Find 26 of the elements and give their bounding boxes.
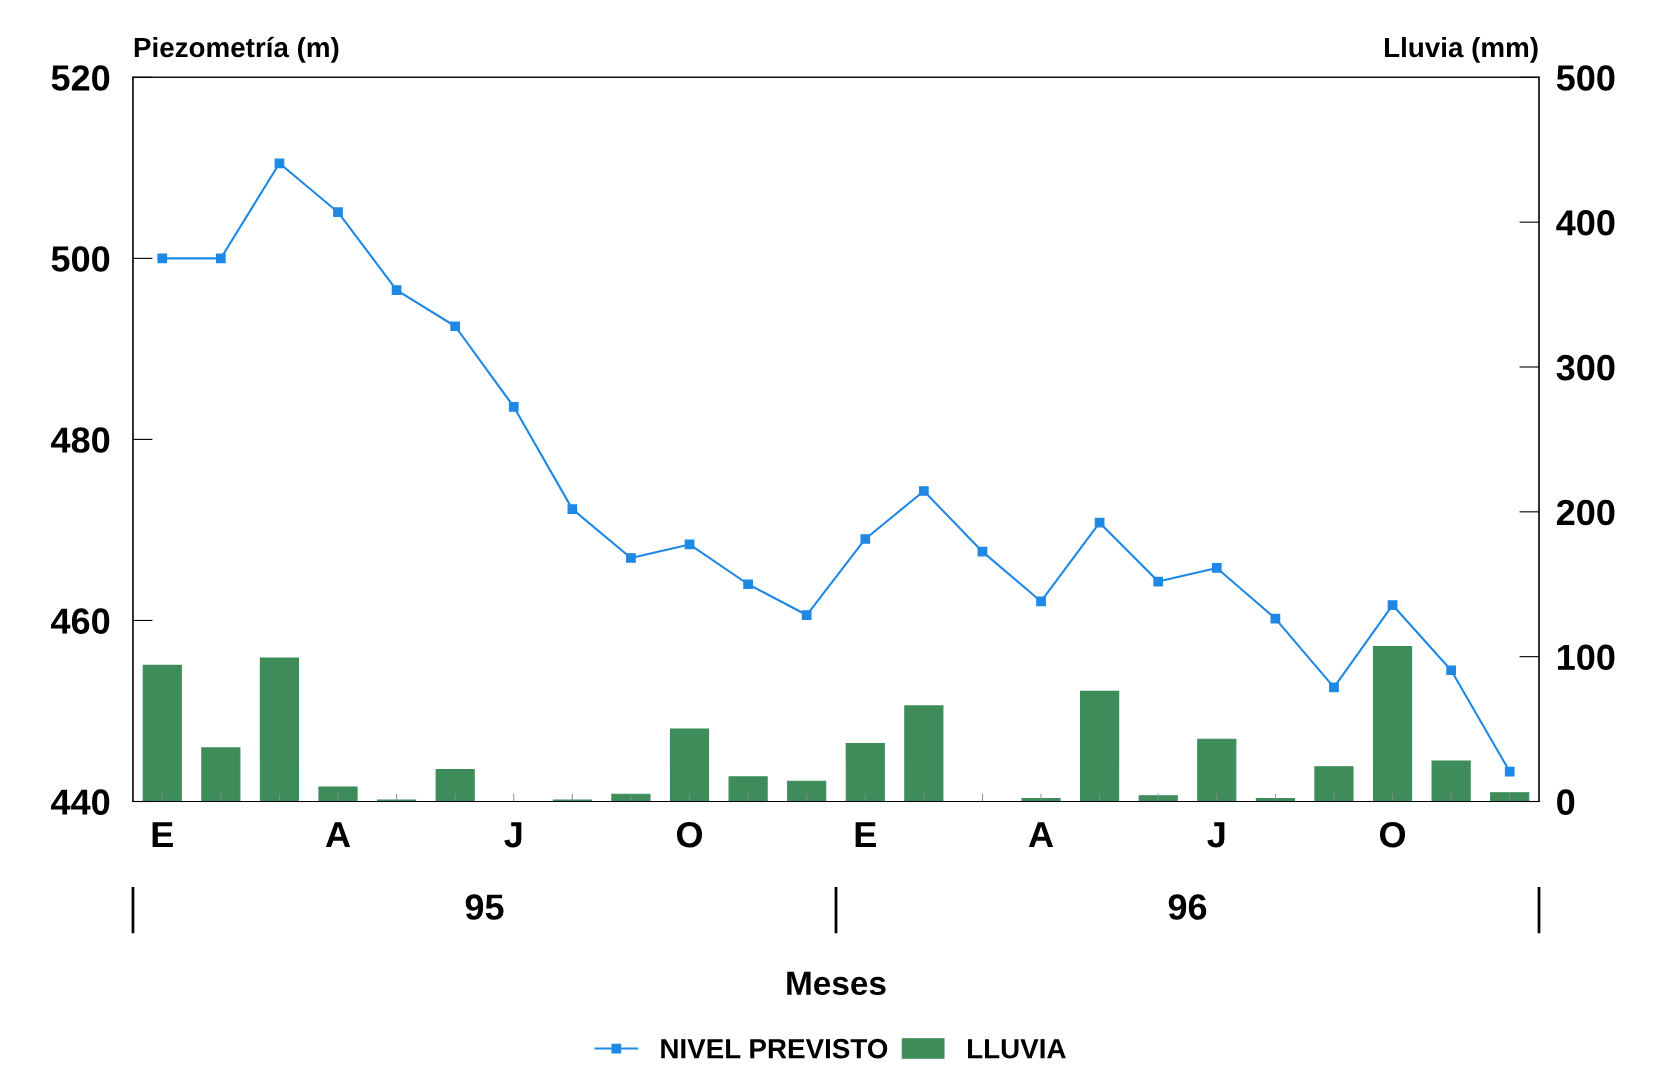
y2-tick-label: 300 xyxy=(1556,354,1615,381)
x-tick-label: A xyxy=(325,822,351,848)
x-tick-label: E xyxy=(855,822,876,848)
y2-tick-label: 100 xyxy=(1557,644,1615,671)
text: 95 xyxy=(465,894,504,920)
x-axis-title: Meses xyxy=(787,971,886,996)
x-tick-label: O xyxy=(676,821,703,848)
y-tick-label: 520 xyxy=(51,65,110,91)
x-tick-label: J xyxy=(504,822,522,848)
y-tick-label: 460 xyxy=(51,608,110,634)
y2-tick-label: 200 xyxy=(1556,499,1615,526)
x-tick-label: J xyxy=(1207,822,1225,848)
x-tick-label: E xyxy=(152,822,173,848)
y-tick-label: 440 xyxy=(51,789,110,815)
legend-label: NIVEL PREVISTO xyxy=(661,1038,888,1059)
y2-tick-label: 400 xyxy=(1556,210,1615,236)
y-tick-label: 500 xyxy=(51,246,110,272)
y-tick-label: 480 xyxy=(51,427,110,453)
y-axis-title: Piezometría (m) xyxy=(134,36,339,63)
x-tick-label: O xyxy=(1379,821,1406,848)
y2-tick-label: 500 xyxy=(1556,65,1615,91)
x-tick-label: A xyxy=(1028,822,1054,848)
y2-tick-label: 0 xyxy=(1557,789,1575,815)
text: 96 xyxy=(1168,894,1207,920)
legend-label: LLUVIA xyxy=(968,1039,1066,1059)
y2-axis-title: Lluvia (mm) xyxy=(1384,36,1538,63)
